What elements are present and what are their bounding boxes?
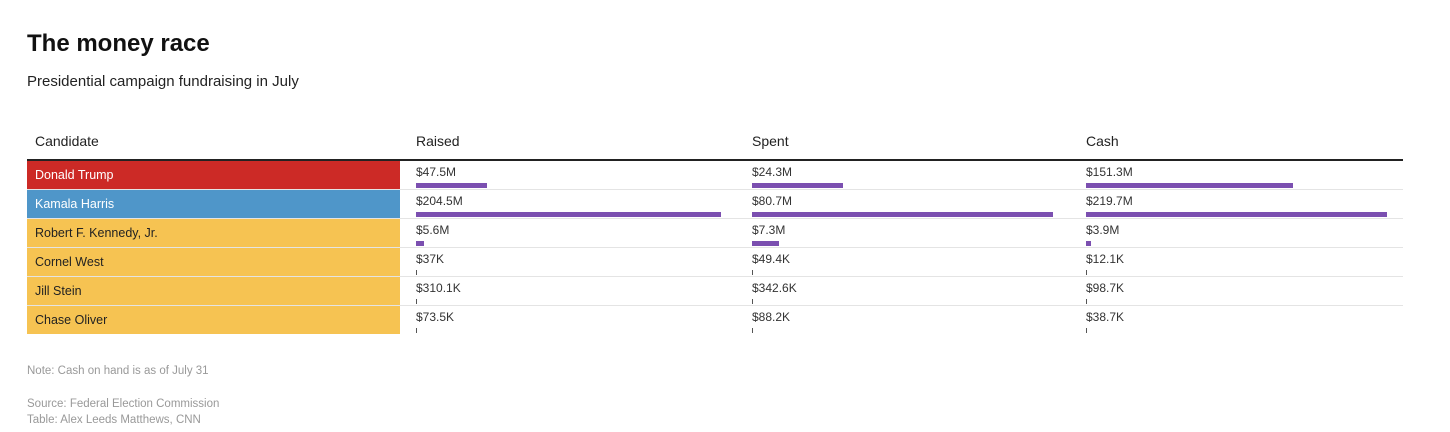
candidate-cell: Kamala Harris [27, 190, 400, 218]
cash-cell: $219.7M [1086, 190, 1406, 218]
fundraising-table: Candidate Raised Spent Cash Donald Trump… [27, 125, 1403, 334]
raised-cell: $73.5K [416, 306, 736, 334]
cash-bar [1086, 299, 1087, 304]
spent-value-label: $7.3M [752, 223, 786, 237]
credit-text: Table: Alex Leeds Matthews, CNN [27, 414, 201, 426]
table-header: Candidate Raised Spent Cash [27, 125, 1403, 161]
page-title: The money race [27, 30, 210, 57]
spent-bar [752, 270, 753, 275]
page-subtitle: Presidential campaign fundraising in Jul… [27, 73, 299, 90]
candidate-cell: Jill Stein [27, 277, 400, 305]
column-header-raised: Raised [416, 133, 460, 149]
raised-bar [416, 299, 417, 304]
spent-bar [752, 212, 1053, 217]
spent-bar [752, 241, 780, 246]
table-row: Kamala Harris $204.5M $80.7M $219.7M [27, 190, 1403, 219]
footnote: Note: Cash on hand is as of July 31 [27, 365, 209, 377]
raised-value-label: $204.5M [416, 194, 463, 208]
spent-value-label: $24.3M [752, 165, 793, 179]
spent-bar [752, 183, 843, 188]
cash-value-label: $98.7K [1086, 281, 1125, 295]
cash-value-label: $219.7M [1086, 194, 1133, 208]
column-header-spent: Spent [752, 133, 789, 149]
table-row: Donald Trump $47.5M $24.3M $151.3M [27, 161, 1403, 190]
spent-bar [752, 328, 753, 333]
raised-cell: $204.5M [416, 190, 736, 218]
table-row: Cornel West $37K $49.4K $12.1K [27, 248, 1403, 277]
cash-value-label: $151.3M [1086, 165, 1133, 179]
cash-value-label: $12.1K [1086, 252, 1125, 266]
spent-cell: $80.7M [752, 190, 1072, 218]
spent-cell: $342.6K [752, 277, 1072, 305]
raised-cell: $5.6M [416, 219, 736, 247]
candidate-cell: Cornel West [27, 248, 400, 276]
candidate-cell: Chase Oliver [27, 306, 400, 334]
spent-bar [752, 299, 753, 304]
cash-bar [1086, 183, 1294, 188]
cash-cell: $12.1K [1086, 248, 1406, 276]
raised-bar [416, 212, 721, 217]
spent-cell: $49.4K [752, 248, 1072, 276]
candidate-cell: Robert F. Kennedy, Jr. [27, 219, 400, 247]
cash-cell: $151.3M [1086, 161, 1406, 189]
raised-value-label: $73.5K [416, 310, 455, 324]
spent-value-label: $88.2K [752, 310, 791, 324]
source-text: Source: Federal Election Commission [27, 398, 220, 410]
cash-cell: $38.7K [1086, 306, 1406, 334]
cash-cell: $3.9M [1086, 219, 1406, 247]
raised-bar [416, 241, 425, 246]
cash-value-label: $3.9M [1086, 223, 1120, 237]
spent-value-label: $49.4K [752, 252, 791, 266]
raised-cell: $37K [416, 248, 736, 276]
cash-bar [1086, 241, 1092, 246]
table-row: Chase Oliver $73.5K $88.2K $38.7K [27, 306, 1403, 334]
cash-cell: $98.7K [1086, 277, 1406, 305]
column-header-cash: Cash [1086, 133, 1119, 149]
raised-bar [416, 328, 417, 333]
spent-value-label: $80.7M [752, 194, 793, 208]
spent-cell: $24.3M [752, 161, 1072, 189]
table-row: Jill Stein $310.1K $342.6K $98.7K [27, 277, 1403, 306]
spent-value-label: $342.6K [752, 281, 797, 295]
raised-cell: $47.5M [416, 161, 736, 189]
cash-bar [1086, 270, 1087, 275]
spent-cell: $88.2K [752, 306, 1072, 334]
raised-cell: $310.1K [416, 277, 736, 305]
table-row: Robert F. Kennedy, Jr. $5.6M $7.3M $3.9M [27, 219, 1403, 248]
column-header-candidate: Candidate [35, 133, 99, 149]
spent-cell: $7.3M [752, 219, 1072, 247]
cash-bar [1086, 212, 1387, 217]
raised-value-label: $37K [416, 252, 445, 266]
raised-value-label: $47.5M [416, 165, 457, 179]
raised-bar [416, 183, 487, 188]
cash-value-label: $38.7K [1086, 310, 1125, 324]
raised-bar [416, 270, 417, 275]
raised-value-label: $310.1K [416, 281, 461, 295]
table-body: Donald Trump $47.5M $24.3M $151.3M Kamala Ha… [27, 161, 1403, 334]
cash-bar [1086, 328, 1087, 333]
candidate-cell: Donald Trump [27, 161, 400, 189]
source-credit: Source: Federal Election Commission Tabl… [27, 396, 219, 428]
raised-value-label: $5.6M [416, 223, 450, 237]
